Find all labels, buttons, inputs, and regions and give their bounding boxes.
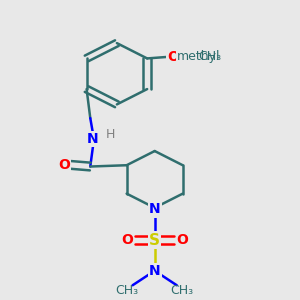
Text: CH₃: CH₃ [116, 284, 139, 297]
Text: N: N [149, 264, 161, 278]
Text: O: O [58, 158, 70, 172]
Text: N: N [149, 202, 161, 216]
Text: methyl: methyl [177, 50, 220, 63]
Text: O: O [121, 233, 133, 247]
Text: N: N [86, 132, 98, 146]
Text: CH₃: CH₃ [171, 284, 194, 297]
Text: O: O [167, 50, 179, 64]
Text: S: S [149, 232, 160, 247]
Text: H: H [106, 128, 115, 141]
Text: O: O [176, 233, 188, 247]
Text: CH₃: CH₃ [199, 50, 222, 63]
